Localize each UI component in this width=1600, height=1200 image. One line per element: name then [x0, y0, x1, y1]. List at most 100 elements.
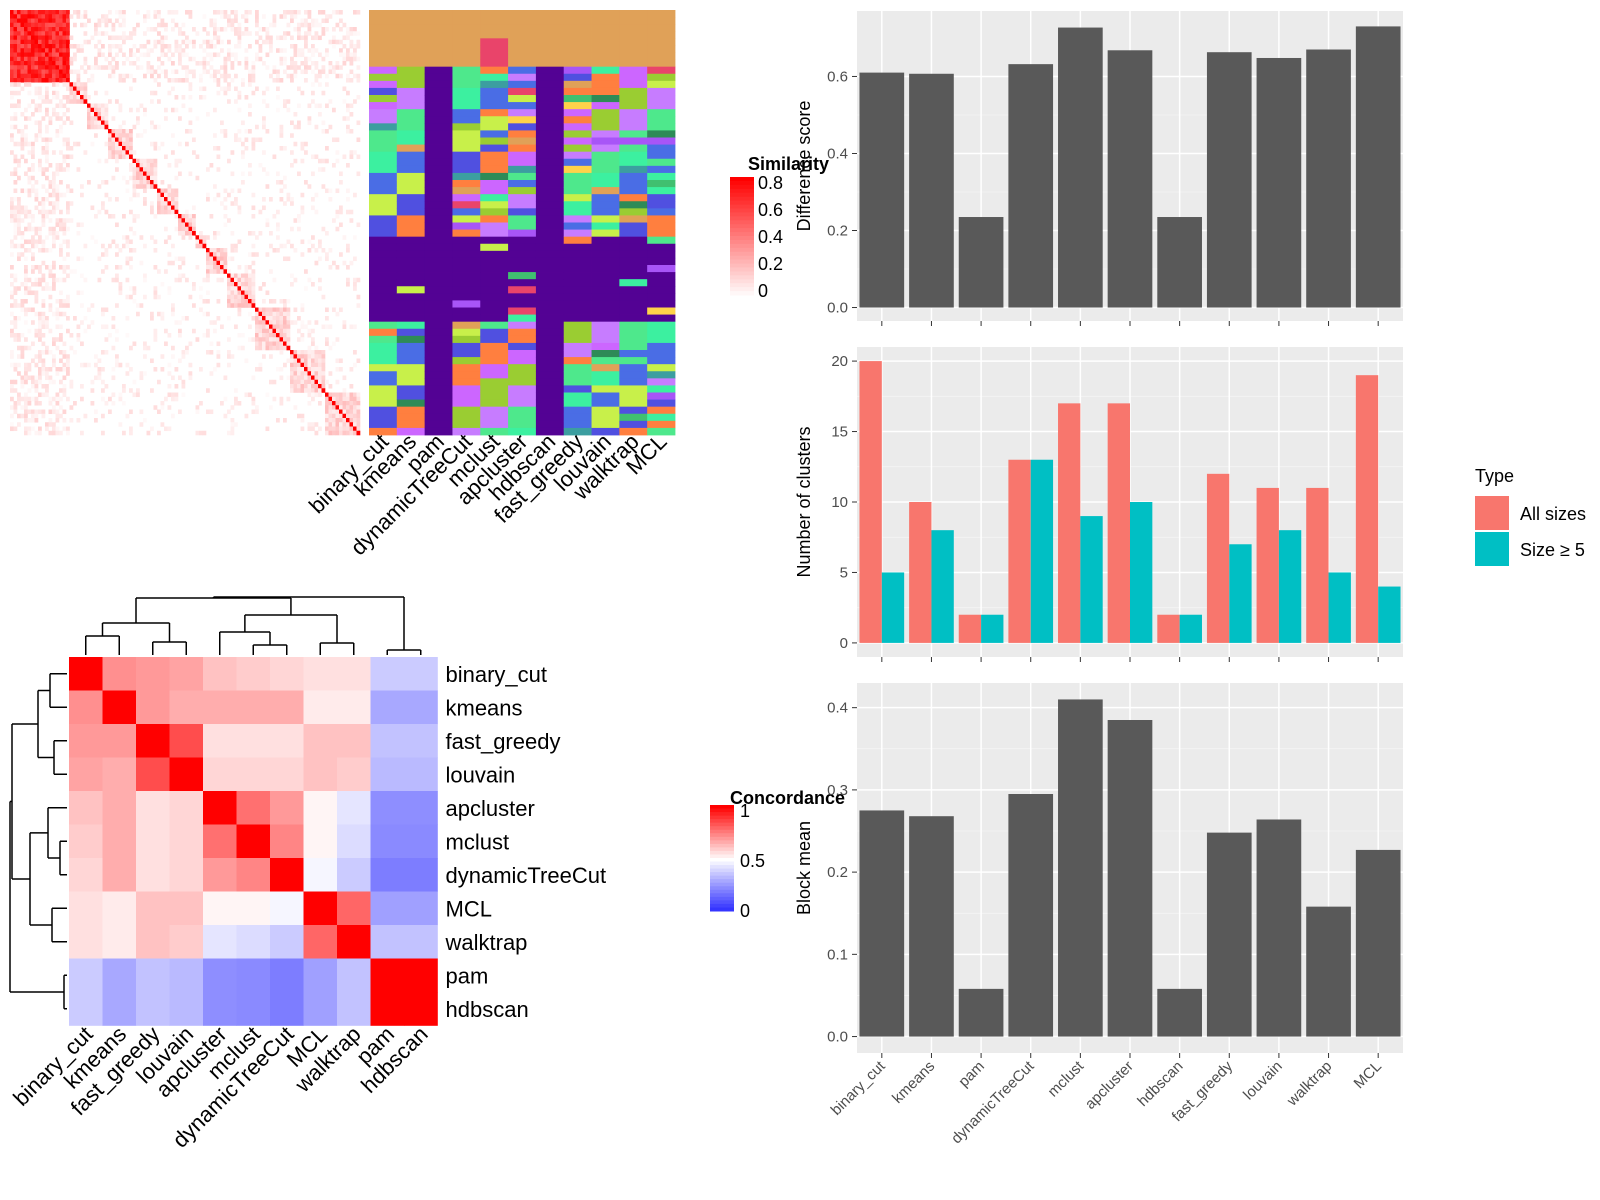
similarity-cell — [108, 52, 112, 58]
similarity-cell — [52, 69, 56, 75]
similarity-cell — [136, 116, 140, 121]
assignment-cell — [480, 300, 509, 308]
similarity-cell — [304, 354, 308, 359]
similarity-cell — [115, 52, 119, 58]
similarity-cell — [209, 214, 214, 219]
similarity-cell — [59, 27, 63, 32]
similarity-cell — [150, 48, 154, 53]
assignment-cell — [424, 342, 453, 351]
similarity-cell — [31, 112, 35, 117]
similarity-cell — [318, 239, 322, 245]
assignment-cell — [424, 229, 453, 238]
assignment-cell — [369, 201, 398, 209]
similarity-cell — [346, 90, 350, 96]
similarity-cell — [220, 252, 224, 257]
similarity-cell — [66, 10, 70, 15]
similarity-cell — [297, 371, 301, 376]
similarity-cell — [62, 384, 67, 389]
similarity-cell — [356, 396, 361, 402]
similarity-cell — [293, 10, 298, 15]
similarity-cell — [38, 375, 42, 381]
similarity-cell — [45, 90, 49, 96]
similarity-cell — [45, 371, 49, 376]
similarity-cell — [41, 311, 46, 317]
assignment-cell — [591, 229, 620, 238]
similarity-cell — [66, 39, 70, 45]
similarity-cell — [213, 367, 217, 372]
similarity-cell — [314, 388, 319, 393]
similarity-cell — [339, 39, 343, 45]
similarity-cell — [318, 10, 322, 15]
similarity-cell — [293, 388, 298, 393]
similarity-cell — [248, 103, 252, 109]
similarity-cell — [108, 61, 112, 66]
assignment-cell — [508, 342, 537, 351]
similarity-cell — [283, 303, 287, 308]
similarity-cell — [164, 205, 168, 211]
similarity-cell — [10, 239, 14, 245]
concordance-cell — [136, 891, 170, 926]
similarity-cell — [20, 133, 25, 138]
similarity-cell — [220, 269, 224, 274]
similarity-cell — [122, 22, 126, 28]
similarity-cell — [283, 316, 287, 321]
similarity-cell — [59, 265, 63, 270]
similarity-cell — [272, 337, 277, 342]
similarity-cell — [230, 171, 235, 177]
assignment-cell — [452, 144, 481, 153]
similarity-cell — [244, 129, 249, 134]
similarity-cell — [356, 392, 361, 398]
similarity-cell — [293, 124, 298, 130]
bar — [1008, 459, 1031, 643]
similarity-cell — [230, 303, 235, 308]
assignment-cell — [591, 201, 620, 209]
similarity-cell — [122, 388, 126, 393]
similarity-cell — [297, 354, 301, 359]
similarity-cell — [59, 22, 63, 28]
assignment-cell — [508, 59, 537, 68]
similarity-cell — [304, 362, 308, 368]
similarity-cell — [171, 345, 175, 351]
similarity-cell — [27, 277, 32, 283]
assignment-cell — [591, 420, 620, 429]
assignment-cell — [535, 187, 565, 195]
similarity-cell — [195, 31, 200, 36]
similarity-cell — [104, 14, 109, 19]
similarity-cell — [216, 90, 221, 96]
similarity-cell — [115, 154, 119, 160]
similarity-cell — [150, 27, 154, 32]
assignment-cell — [508, 392, 537, 400]
similarity-cell — [101, 112, 105, 117]
similarity-cell — [272, 324, 277, 330]
assignment-cell — [508, 371, 537, 379]
similarity-cell — [328, 396, 333, 402]
concordance-legend-gradient — [710, 840, 734, 845]
similarity-cell — [104, 265, 109, 270]
similarity-cell — [122, 430, 126, 436]
similarity-cell — [48, 27, 53, 32]
similarity-cell — [178, 48, 182, 53]
similarity-cell — [62, 22, 67, 28]
similarity-cell — [258, 209, 263, 215]
similarity-cell — [132, 163, 137, 168]
similarity-cell — [234, 248, 238, 253]
similarity-cell — [24, 256, 28, 262]
similarity-cell — [143, 112, 147, 117]
similarity-cell — [199, 235, 203, 240]
similarity-cell — [48, 99, 53, 104]
similarity-cell — [199, 286, 203, 291]
similarity-cell — [202, 65, 207, 70]
similarity-cell — [258, 56, 263, 62]
similarity-cell — [27, 73, 32, 79]
similarity-cell — [45, 69, 49, 75]
similarity-cell — [255, 337, 259, 342]
similarity-cell — [332, 409, 336, 415]
bar — [909, 73, 954, 308]
assignment-cell — [619, 413, 648, 422]
similarity-cell — [304, 367, 308, 372]
similarity-cell — [262, 311, 266, 317]
similarity-cell — [111, 146, 116, 151]
concordance-cell — [102, 657, 137, 691]
similarity-cell — [356, 401, 361, 406]
similarity-cell — [265, 65, 270, 70]
